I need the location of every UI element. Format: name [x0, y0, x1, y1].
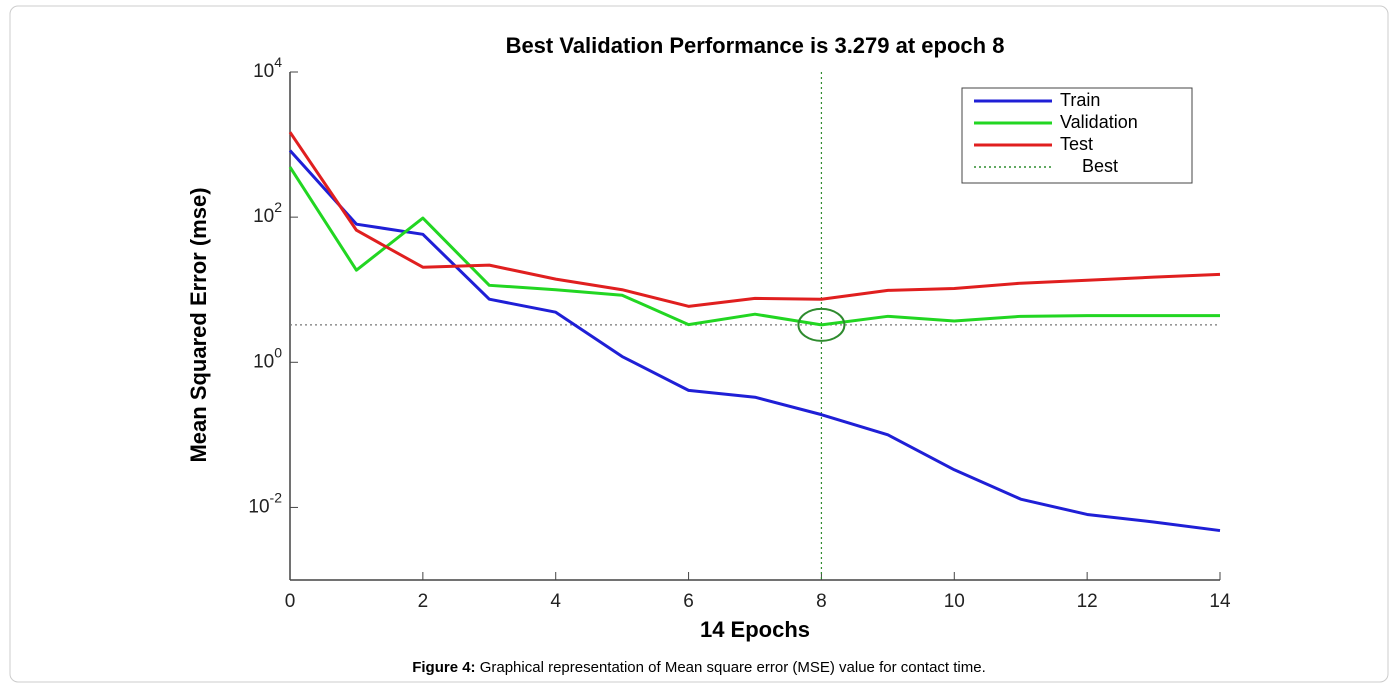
x-tick-label: 2 [418, 591, 429, 612]
x-tick-label: 12 [1077, 591, 1098, 612]
y-tick-label: 10-2 [248, 489, 282, 517]
tick-base: 10 [248, 496, 269, 517]
x-tick-label: 0 [285, 591, 296, 612]
x-tick-label: 10 [944, 591, 965, 612]
tick-base: 10 [253, 351, 274, 372]
tick-exp: 2 [274, 199, 282, 215]
legend-label: Best [1082, 156, 1118, 176]
y-axis-label: Mean Squared Error (mse) [186, 187, 211, 462]
caption-text: Graphical representation of Mean square … [476, 659, 986, 676]
chart-title: Best Validation Performance is 3.279 at … [506, 33, 1005, 58]
tick-exp: -2 [270, 489, 283, 505]
caption: Figure 4: Graphical representation of Me… [412, 659, 986, 676]
legend-label: Validation [1060, 112, 1138, 132]
frame [9, 5, 1389, 683]
legend-label: Test [1060, 134, 1093, 154]
series-line [288, 166, 1220, 327]
series-line [288, 131, 1221, 308]
y-tick-label: 102 [253, 199, 282, 227]
series-line [288, 149, 1221, 533]
tick-exp: 0 [274, 344, 282, 360]
x-tick-label: 6 [683, 591, 694, 612]
x-tick-label: 14 [1209, 591, 1231, 612]
tick-base: 10 [253, 206, 274, 227]
tick-exp: 4 [274, 54, 282, 70]
best-marker [797, 307, 846, 342]
caption-label: Figure 4: [412, 659, 475, 676]
legend-label: Train [1060, 90, 1100, 110]
x-tick-label: 8 [816, 591, 827, 612]
x-axis-label: 14 Epochs [700, 617, 810, 642]
y-tick-label: 100 [253, 344, 282, 372]
x-tick-label: 4 [550, 591, 561, 612]
y-tick-label: 104 [253, 54, 282, 82]
tick-base: 10 [253, 61, 274, 82]
